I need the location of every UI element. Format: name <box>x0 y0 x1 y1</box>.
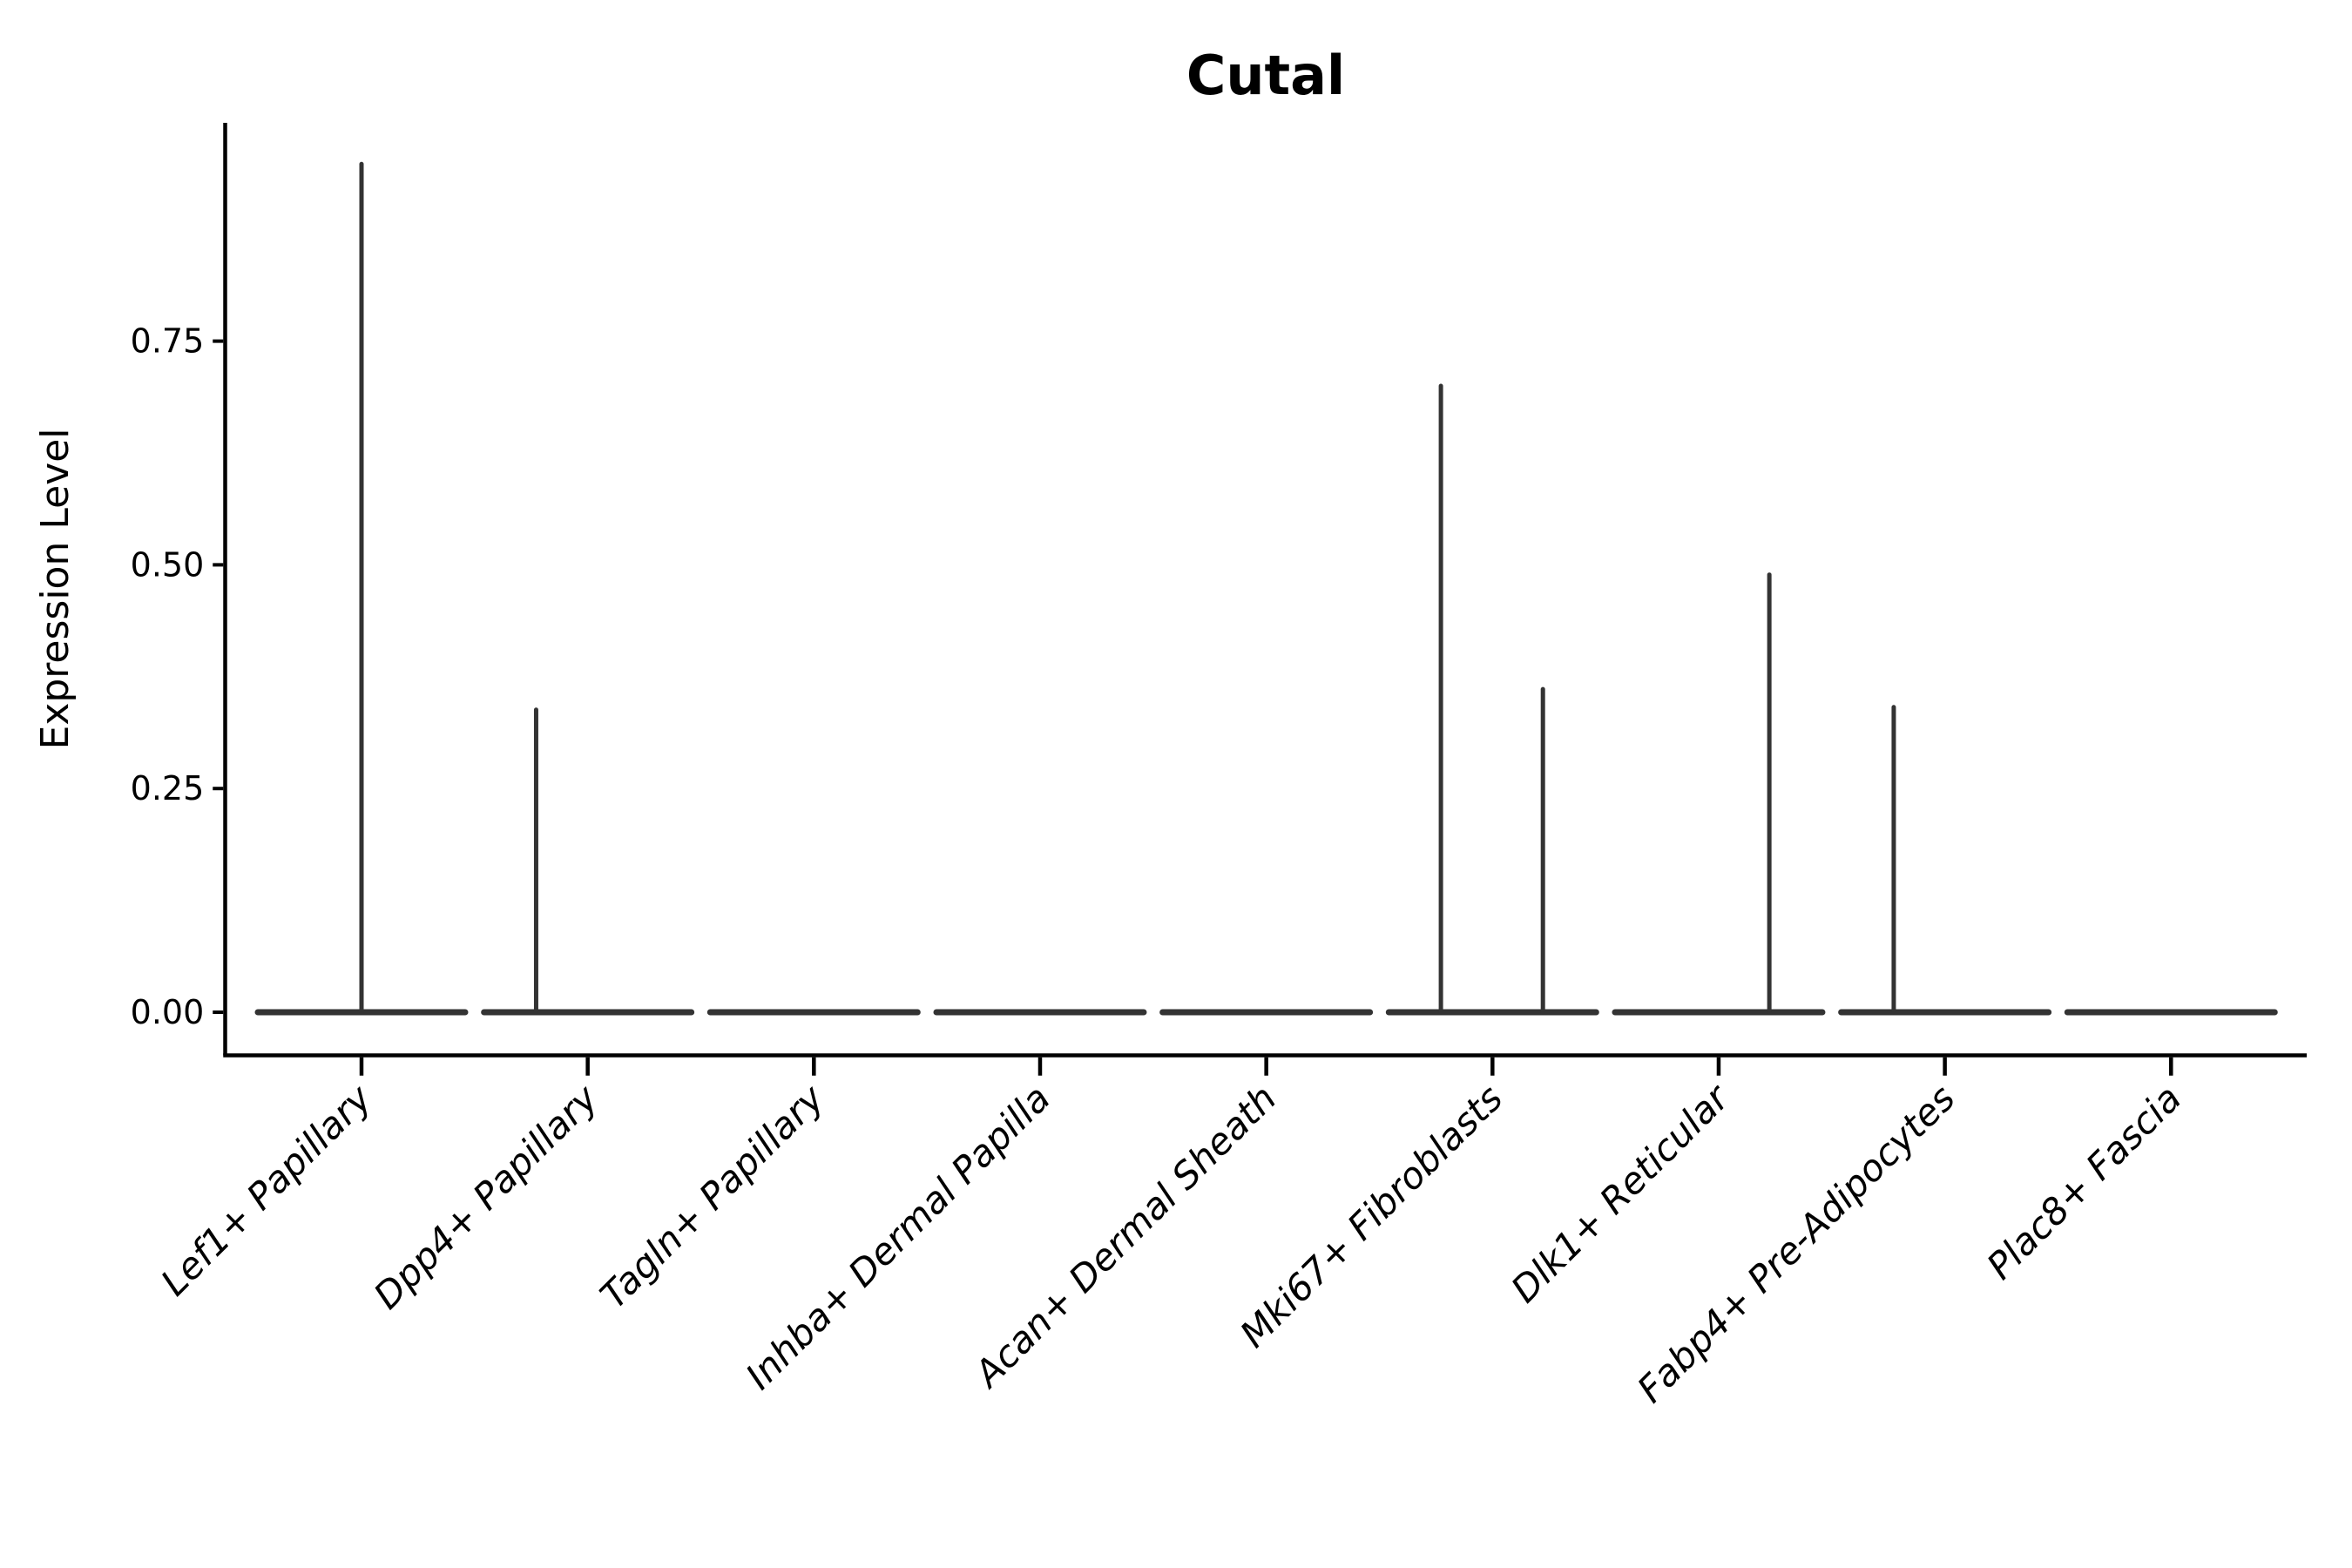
chart-title: Cutal <box>1186 44 1345 107</box>
x-tick-label: Tagln+ Papillary <box>592 1076 834 1317</box>
x-tick-label: Lef1+ Papillary <box>152 1076 381 1304</box>
y-tick-label: 0.75 <box>131 322 205 361</box>
x-tick-label: Mki67+ Fibroblasts <box>1232 1077 1511 1355</box>
y-tick-label: 0.25 <box>131 769 205 808</box>
x-tick-label: Dpp4+ Papillary <box>366 1076 607 1317</box>
x-tick-label: Dlk1+ Reticular <box>1503 1075 1739 1311</box>
y-tick-label: 0.50 <box>131 545 205 584</box>
y-axis-label: Expression Level <box>33 429 78 750</box>
x-tick-label: Plac8+ Fascia <box>1978 1077 2189 1288</box>
y-tick-label: 0.00 <box>131 993 205 1031</box>
